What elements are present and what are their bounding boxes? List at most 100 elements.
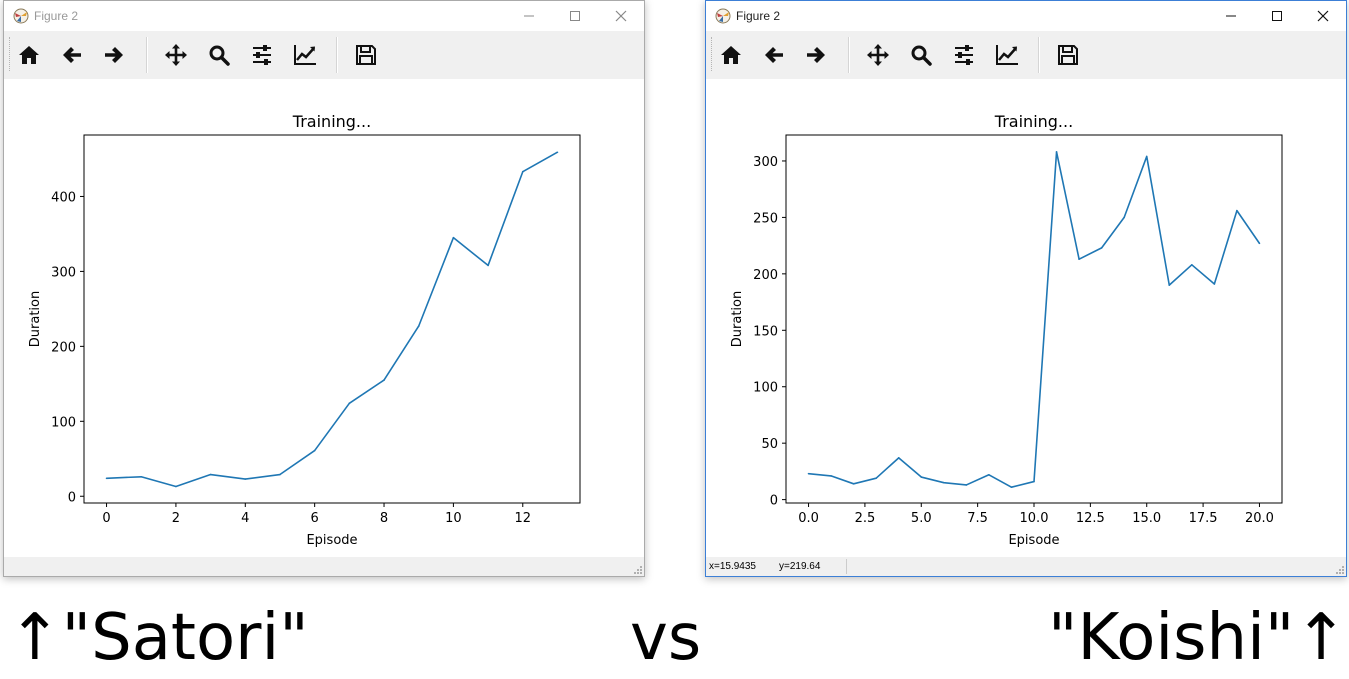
x-axis-label: Episode <box>306 533 357 548</box>
x-tick-label: 6 <box>311 511 319 526</box>
navigation-toolbar <box>706 31 1346 79</box>
data-point <box>1033 480 1035 483</box>
title-bar[interactable]: Figure 2 <box>4 1 644 31</box>
y-tick-label: 0 <box>68 490 76 505</box>
x-tick-label: 0 <box>102 511 110 526</box>
save-icon <box>1058 45 1078 65</box>
chart-title: Training... <box>994 112 1073 131</box>
pan-button[interactable] <box>160 39 192 71</box>
forward-icon <box>105 47 123 63</box>
y-tick-label: 0 <box>770 494 778 509</box>
data-point <box>348 402 351 405</box>
edit-axis-button[interactable] <box>289 39 321 71</box>
forward-button[interactable] <box>800 39 832 71</box>
home-button[interactable] <box>715 39 747 71</box>
close-button[interactable] <box>1300 1 1346 31</box>
data-point <box>244 478 247 480</box>
title-bar[interactable]: Figure 2 <box>706 1 1346 31</box>
data-point <box>279 473 281 476</box>
navigation-toolbar <box>4 31 644 79</box>
x-tick-label: 8 <box>380 511 388 526</box>
y-axis-label: Duration <box>730 291 745 347</box>
figure-window-left: Figure 2 <box>3 0 645 577</box>
y-tick-label: 50 <box>761 437 778 452</box>
x-tick-label: 2.5 <box>855 511 876 526</box>
data-point <box>1078 258 1080 260</box>
data-point <box>452 236 455 239</box>
pan-icon <box>867 44 889 66</box>
toolbar-separator <box>146 37 148 73</box>
configure-subplots-button[interactable] <box>948 39 980 71</box>
minimize-button[interactable] <box>506 1 552 31</box>
edit-axis-button[interactable] <box>991 39 1023 71</box>
matplotlib-app-icon <box>12 7 30 25</box>
data-point <box>1010 486 1013 488</box>
y-tick-label: 100 <box>51 415 76 430</box>
caption-vs: vs <box>630 601 702 675</box>
matplotlib-app-icon <box>714 7 732 25</box>
data-point <box>852 483 855 485</box>
data-point <box>556 151 559 154</box>
minimize-button[interactable] <box>1208 1 1254 31</box>
resize-grip[interactable] <box>1336 566 1344 574</box>
zoom-icon <box>911 45 932 66</box>
x-tick-label: 5.0 <box>911 511 932 526</box>
plot-canvas[interactable]: Training... 0.0 2.5 5.0 7.5 10.0 12.5 15.0 17.5 2… <box>706 79 1346 557</box>
data-point <box>1236 209 1238 212</box>
maximize-button[interactable] <box>552 1 598 31</box>
resize-grip[interactable] <box>634 566 642 574</box>
chart-title: Training... <box>292 112 371 131</box>
maximize-button[interactable] <box>1254 1 1300 31</box>
data-point <box>1055 151 1058 153</box>
y-tick-label: 300 <box>51 265 76 280</box>
window-title: Figure 2 <box>34 9 79 23</box>
toolbar-grip[interactable] <box>711 37 714 71</box>
configure-subplots-button[interactable] <box>246 39 278 71</box>
window-title: Figure 2 <box>736 9 781 23</box>
y-tick-label: 300 <box>753 155 778 170</box>
status-bar <box>4 557 644 576</box>
x-tick-label: 12 <box>514 511 531 526</box>
back-icon <box>63 47 81 63</box>
save-button[interactable] <box>350 39 382 71</box>
series-line <box>106 151 558 488</box>
pan-button[interactable] <box>862 39 894 71</box>
back-button[interactable] <box>758 39 790 71</box>
data-point <box>105 477 108 480</box>
save-button[interactable] <box>1052 39 1084 71</box>
caption-koishi: "Koishi"↑ <box>1048 601 1348 675</box>
x-tick-label: 17.5 <box>1189 511 1218 526</box>
zoom-button[interactable] <box>905 39 937 71</box>
zoom-button[interactable] <box>203 39 235 71</box>
y-tick-label: 200 <box>51 340 76 355</box>
data-point <box>965 484 968 486</box>
configure-subplots-icon <box>253 45 271 65</box>
data-point <box>521 170 524 173</box>
x-axis-label: Episode <box>1008 533 1059 548</box>
data-point <box>175 485 177 488</box>
caption-satori: ↑"Satori" <box>8 601 309 675</box>
home-button[interactable] <box>13 39 45 71</box>
back-icon <box>765 47 783 63</box>
axes-frame <box>83 134 581 504</box>
status-x: x=15.9435 <box>709 561 756 572</box>
status-divider <box>846 559 847 574</box>
back-button[interactable] <box>56 39 88 71</box>
x-tick-label: 10.0 <box>1020 511 1049 526</box>
x-tick-label: 12.5 <box>1076 511 1105 526</box>
line-chart: Training... 0.0 2.5 5.0 7.5 10.0 12.5 15.0 17.5 2… <box>730 112 1283 548</box>
close-button[interactable] <box>598 1 644 31</box>
data-point <box>417 325 420 327</box>
y-tick-label: 400 <box>51 190 76 205</box>
line-chart: Training... 0 2 4 6 8 10 12 0 100 200 300 400 Episode… <box>28 112 581 548</box>
y-tick-label: 100 <box>753 381 778 396</box>
toolbar-separator <box>1038 37 1040 73</box>
forward-button[interactable] <box>98 39 130 71</box>
x-tick-label: 7.5 <box>967 511 988 526</box>
data-point <box>1213 283 1216 285</box>
x-tick-label: 2 <box>172 511 180 526</box>
toolbar-grip[interactable] <box>9 37 12 71</box>
plot-canvas[interactable]: Training... 0 2 4 6 8 10 12 0 100 200 300 400 Episode… <box>4 79 644 557</box>
data-point <box>1100 247 1103 249</box>
status-bar: x=15.9435 y=219.64 <box>706 557 1346 576</box>
